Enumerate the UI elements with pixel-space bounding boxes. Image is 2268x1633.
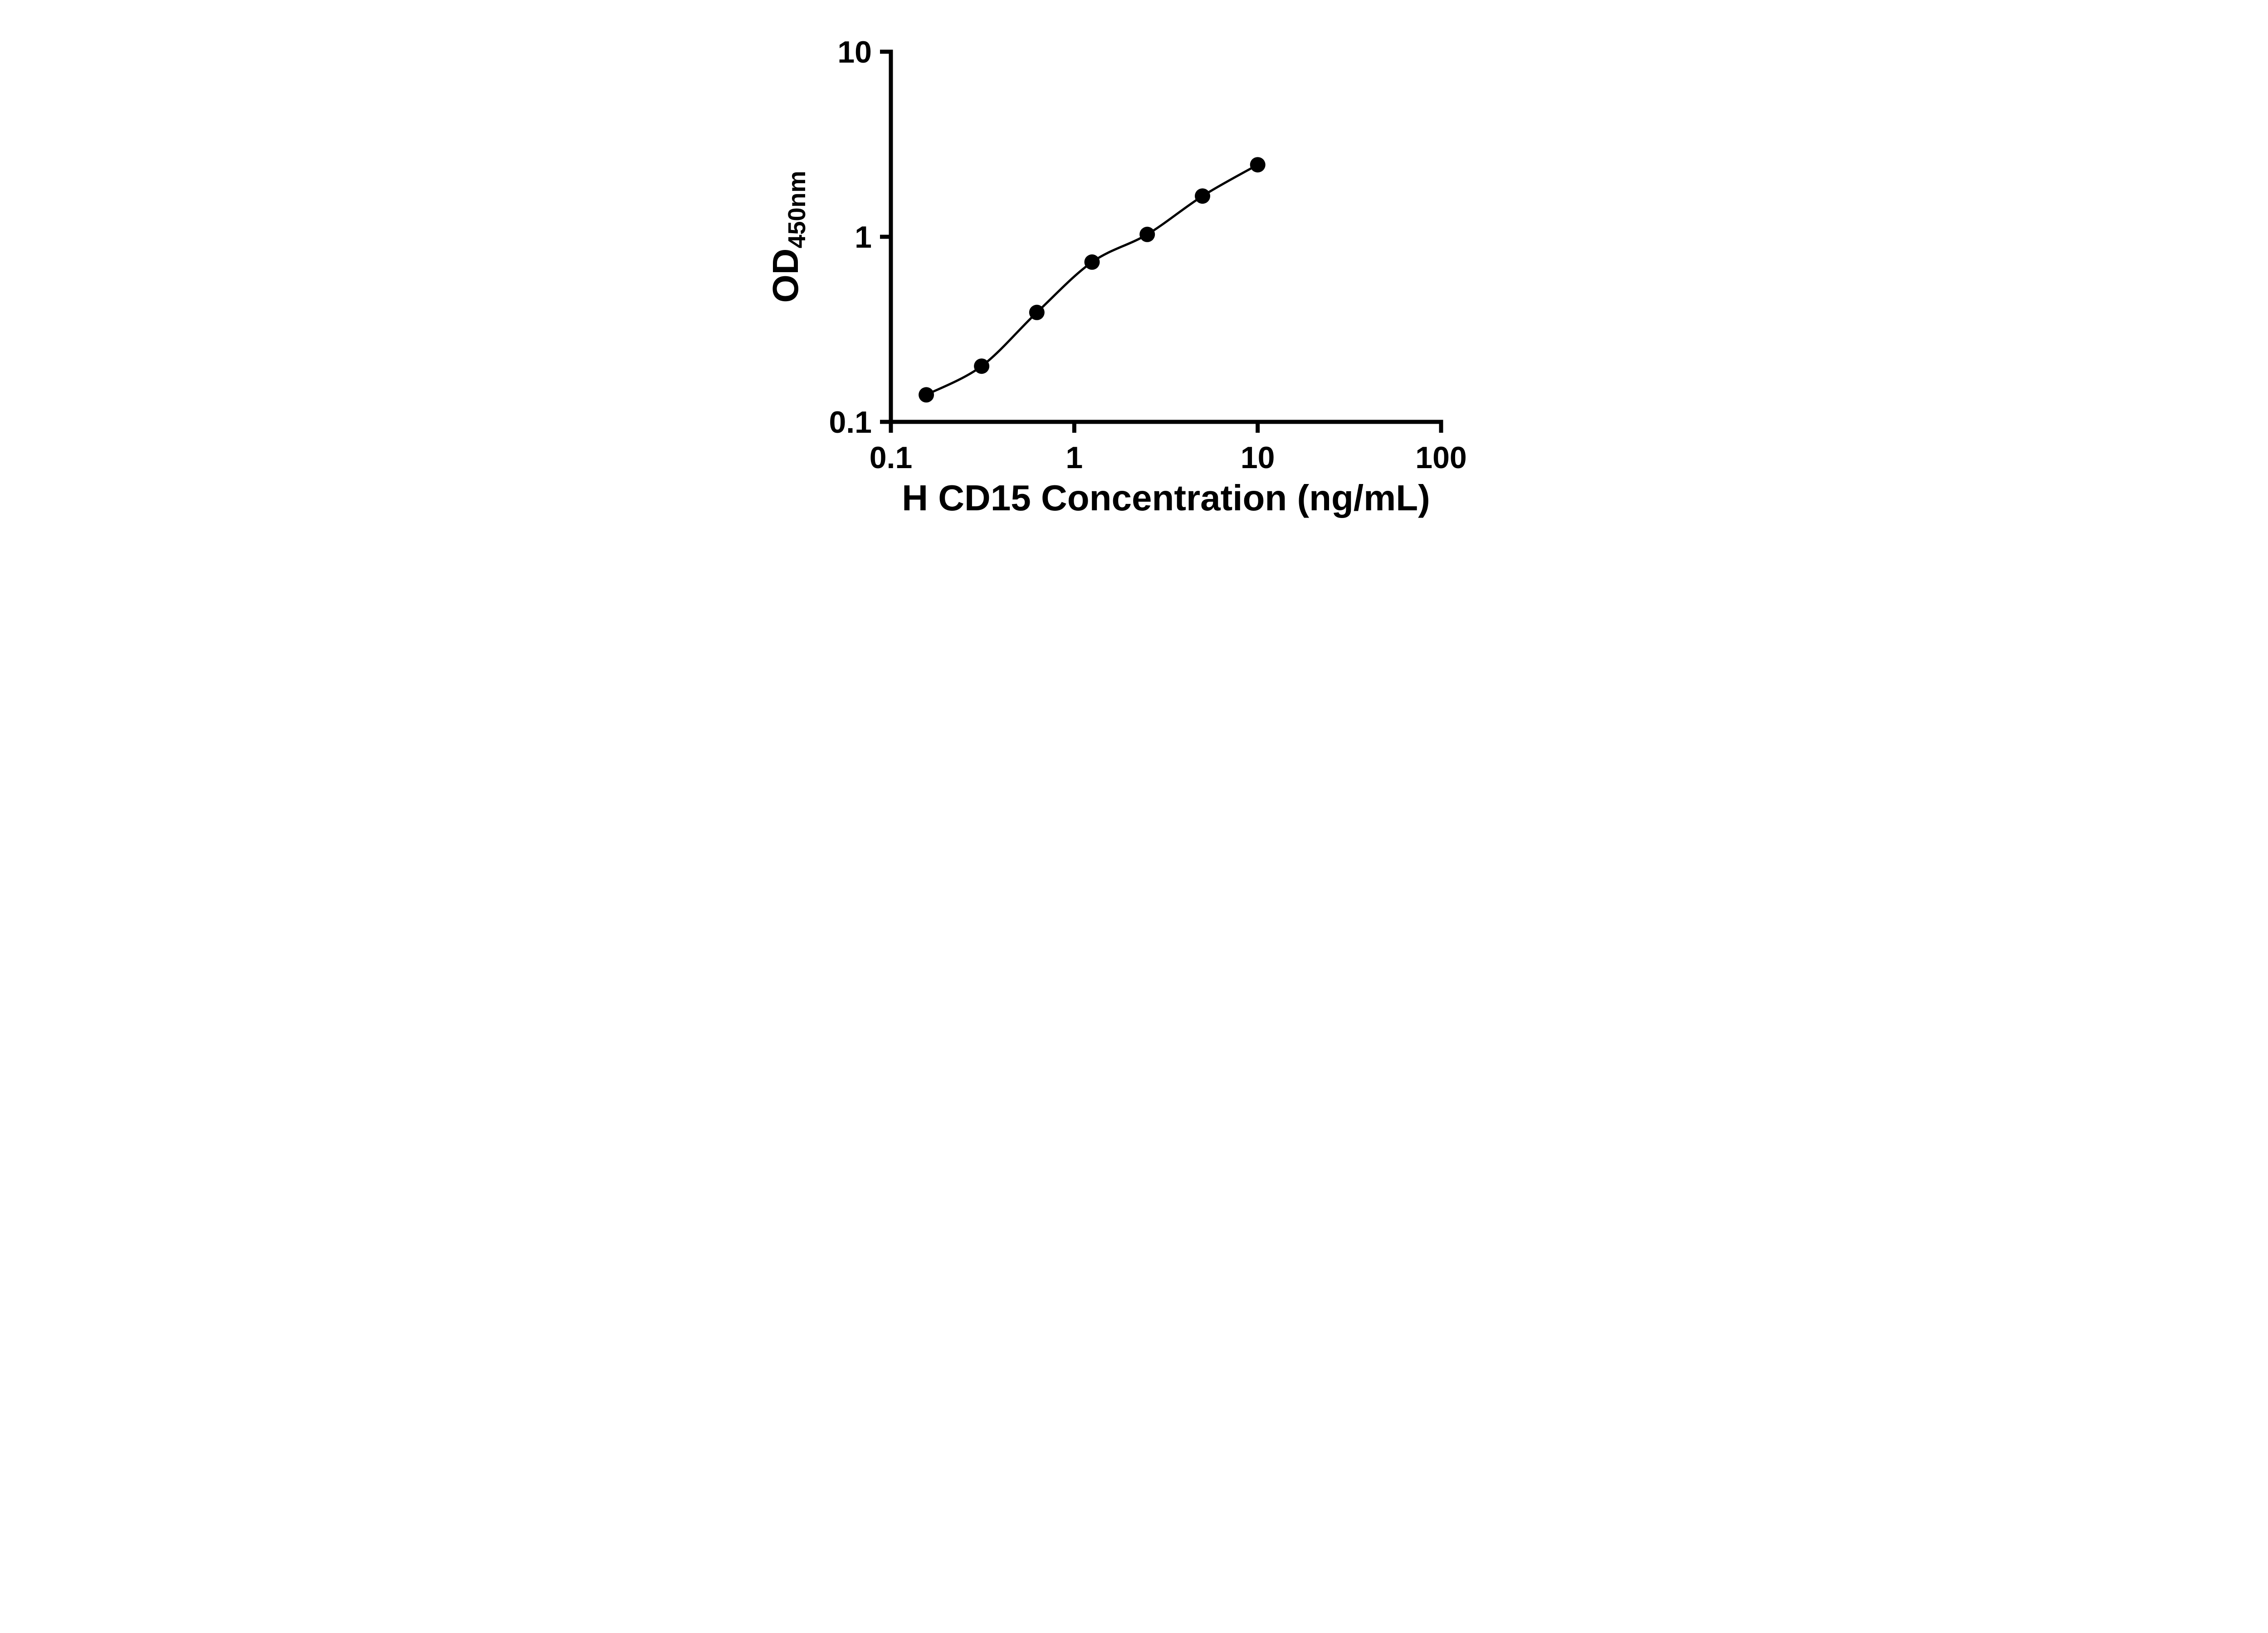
- x-axis-title: H CD15 Concentration (ng/mL): [902, 478, 1430, 518]
- data-point: [1029, 304, 1045, 320]
- data-point: [1139, 226, 1155, 242]
- y-tick-label: 0.1: [829, 405, 872, 440]
- data-point: [919, 387, 934, 403]
- data-point: [1250, 157, 1266, 173]
- data-point: [1195, 188, 1210, 204]
- data-point: [974, 358, 990, 374]
- y-tick-label: 1: [855, 220, 872, 254]
- x-tick-label: 10: [1241, 440, 1275, 475]
- x-tick-label: 1: [1066, 440, 1083, 475]
- x-tick-label: 100: [1415, 440, 1466, 475]
- y-tick-label: 10: [837, 35, 872, 69]
- x-tick-label: 0.1: [870, 440, 913, 475]
- y-axis-title-main: OD: [765, 249, 806, 303]
- data-point: [1084, 254, 1100, 270]
- chart-page: 0.1 1 10 100 0.1 1 10 H CD15 Concentration (ng/…: [753, 0, 1515, 544]
- y-axis-title-subscript: 450nm: [783, 171, 811, 248]
- y-axis-title: OD450nm: [765, 171, 811, 303]
